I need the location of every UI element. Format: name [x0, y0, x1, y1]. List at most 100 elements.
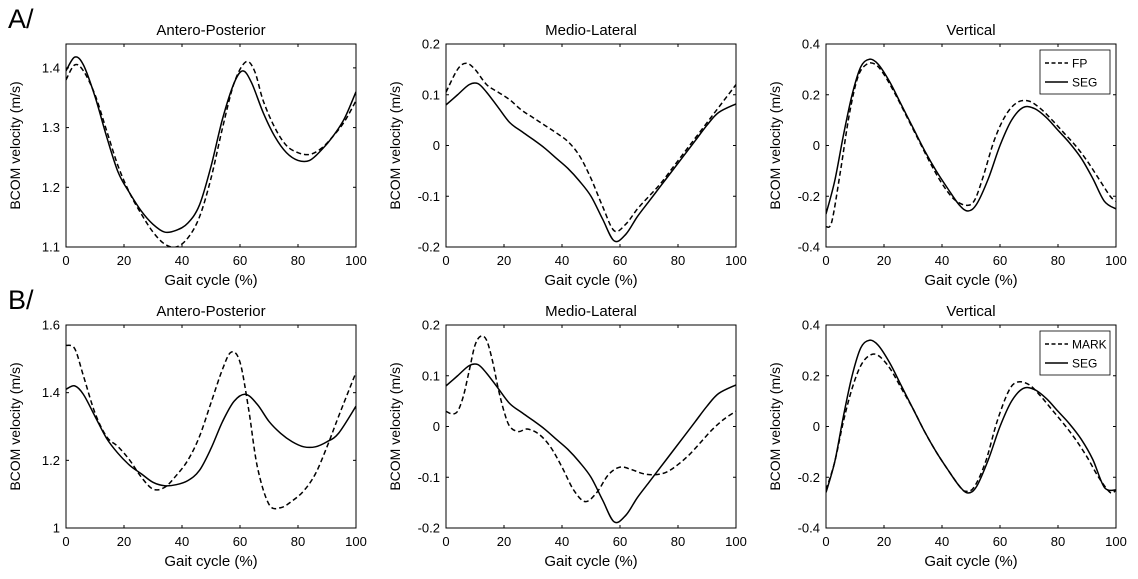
- chart-panel-3: Antero-Posterior 0 20 40 60 80 100 1 1.2 1.4 1.6 Ga…: [7, 303, 367, 570]
- x-tick-label: 20: [117, 534, 131, 549]
- y-tick-label: -0.2: [418, 521, 440, 536]
- y-tick-label: 1.3: [42, 120, 60, 135]
- x-tick-label: 40: [555, 253, 569, 268]
- y-tick-label: 0: [813, 138, 820, 153]
- chart-title: Antero-Posterior: [156, 22, 265, 39]
- legend-label-mark: MARK: [1072, 338, 1107, 352]
- x-tick-label: 20: [497, 253, 511, 268]
- x-tick-label: 0: [442, 534, 449, 549]
- legend-label-fp: FP: [1072, 57, 1087, 71]
- x-axis-label: Gait cycle (%): [924, 272, 1017, 289]
- y-tick-label: 0.2: [802, 368, 820, 383]
- y-axis-label: BCOM velocity (m/s): [767, 362, 783, 490]
- x-tick-label: 0: [822, 253, 829, 268]
- y-tick-label: 0.4: [802, 318, 820, 333]
- series-line-seg: [446, 82, 736, 243]
- x-axis-label: Gait cycle (%): [544, 272, 637, 289]
- y-tick-label: 1.4: [42, 60, 60, 75]
- x-tick-label: 40: [935, 534, 949, 549]
- y-tick-label: -0.2: [798, 189, 820, 204]
- x-tick-label: 60: [993, 253, 1007, 268]
- chart-title: Medio-Lateral: [545, 303, 637, 320]
- x-tick-label: 100: [1105, 253, 1127, 268]
- x-tick-label: 60: [993, 534, 1007, 549]
- y-tick-label: 1.6: [42, 318, 60, 333]
- plot-frame: [65, 324, 357, 529]
- y-axis-label: BCOM velocity (m/s): [767, 81, 783, 209]
- y-axis-label: BCOM velocity (m/s): [387, 81, 403, 209]
- series-line-seg: [66, 56, 356, 234]
- x-tick-label: 60: [233, 253, 247, 268]
- x-tick-label: 40: [175, 534, 189, 549]
- x-axis-label: Gait cycle (%): [164, 553, 257, 570]
- x-tick-label: 100: [345, 253, 367, 268]
- chart-panel-2: Vertical 0 20 40 60 80 100 -0.4 -0.2 0 0.2 0.4 Gait …: [767, 22, 1127, 289]
- plot-frame: [445, 43, 737, 248]
- x-axis-label: Gait cycle (%): [544, 553, 637, 570]
- y-tick-label: -0.4: [798, 240, 820, 255]
- x-axis-label: Gait cycle (%): [924, 553, 1017, 570]
- chart-panel-5: Vertical 0 20 40 60 80 100 -0.4 -0.2 0 0.2 0.4 Gait …: [767, 303, 1127, 570]
- series-line-seg: [66, 385, 356, 487]
- legend-box: [1039, 330, 1111, 376]
- series-line-fp: [826, 62, 1116, 229]
- y-tick-label: 1: [53, 521, 60, 536]
- y-tick-label: 1.2: [42, 180, 60, 195]
- series-line-fp: [66, 60, 356, 247]
- x-tick-label: 80: [671, 534, 685, 549]
- y-tick-label: 0.4: [802, 37, 820, 52]
- legend-label-seg: SEG: [1072, 357, 1097, 371]
- x-tick-label: 20: [877, 253, 891, 268]
- y-tick-label: 0: [813, 419, 820, 434]
- x-tick-label: 80: [291, 534, 305, 549]
- y-tick-label: 1.2: [42, 453, 60, 468]
- y-axis-label: BCOM velocity (m/s): [387, 362, 403, 490]
- x-tick-label: 0: [822, 534, 829, 549]
- chart-title: Vertical: [946, 22, 995, 39]
- legend: MARK SEG: [1039, 330, 1111, 376]
- series-line-mark: [446, 335, 736, 503]
- series-line-seg: [446, 363, 736, 524]
- x-tick-label: 100: [1105, 534, 1127, 549]
- x-tick-label: 0: [62, 534, 69, 549]
- row-label-b: B/: [8, 285, 34, 315]
- x-tick-label: 80: [291, 253, 305, 268]
- y-tick-label: 0.2: [422, 318, 440, 333]
- y-tick-label: 0.1: [422, 87, 440, 102]
- x-tick-label: 0: [442, 253, 449, 268]
- x-tick-label: 40: [935, 253, 949, 268]
- chart-title: Vertical: [946, 303, 995, 320]
- y-tick-label: 0: [433, 419, 440, 434]
- chart-title: Antero-Posterior: [156, 303, 265, 320]
- chart-panel-0: Antero-Posterior 0 20 40 60 80 100 1.1 1.2 1.3 1.4…: [7, 22, 367, 289]
- y-tick-label: 0.1: [422, 368, 440, 383]
- series-line-fp: [446, 62, 736, 233]
- row-label-a: A/: [8, 4, 34, 34]
- x-tick-label: 40: [555, 534, 569, 549]
- chart-panel-1: Medio-Lateral 0 20 40 60 80 100 -0.2 -0.1 0 0.1 0.2…: [387, 22, 747, 289]
- y-tick-label: 0.2: [802, 87, 820, 102]
- x-tick-label: 80: [1051, 253, 1065, 268]
- y-tick-label: 0.2: [422, 37, 440, 52]
- series-line-mark: [66, 344, 356, 510]
- x-tick-label: 0: [62, 253, 69, 268]
- x-tick-label: 20: [117, 253, 131, 268]
- y-tick-label: -0.2: [418, 240, 440, 255]
- legend-label-seg: SEG: [1072, 76, 1097, 90]
- x-tick-label: 100: [725, 534, 747, 549]
- legend-box: [1039, 49, 1111, 95]
- x-tick-label: 100: [345, 534, 367, 549]
- y-tick-label: 1.1: [42, 240, 60, 255]
- x-tick-label: 40: [175, 253, 189, 268]
- x-tick-label: 20: [877, 534, 891, 549]
- y-tick-label: -0.1: [418, 470, 440, 485]
- plot-frame: [65, 43, 357, 248]
- y-axis-label: BCOM velocity (m/s): [7, 81, 23, 209]
- series-line-mark: [826, 353, 1116, 494]
- x-tick-label: 80: [671, 253, 685, 268]
- chart-title: Medio-Lateral: [545, 22, 637, 39]
- x-tick-label: 60: [613, 253, 627, 268]
- x-axis-label: Gait cycle (%): [164, 272, 257, 289]
